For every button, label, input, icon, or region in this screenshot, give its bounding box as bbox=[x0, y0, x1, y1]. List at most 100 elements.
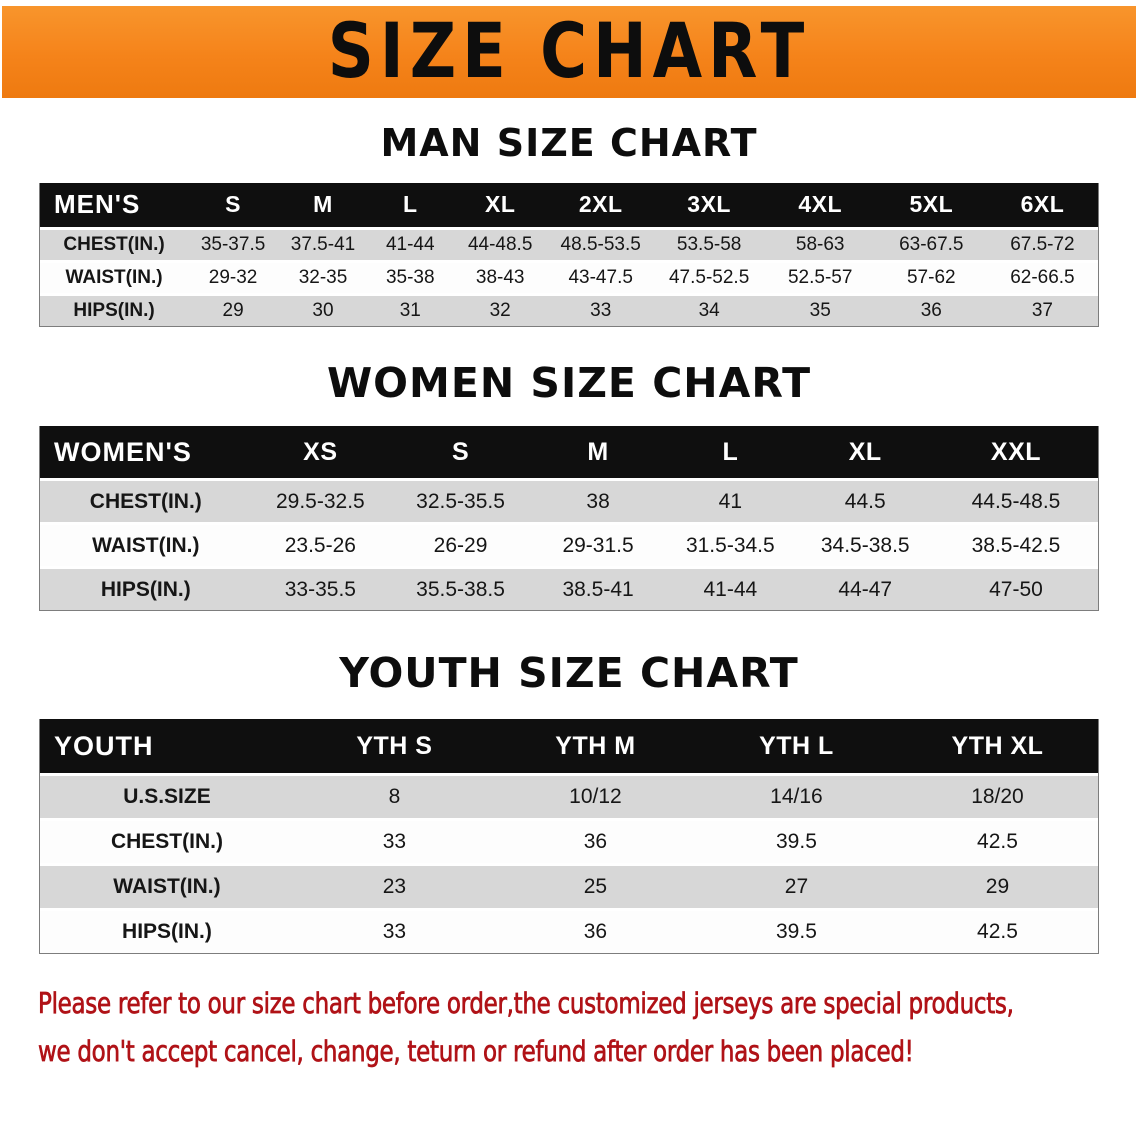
table-cell: 39.5 bbox=[695, 818, 897, 864]
table-row: HIPS(IN.) 29 30 31 32 33 34 35 36 37 bbox=[40, 292, 1098, 326]
table-cell: 23.5-26 bbox=[251, 522, 390, 567]
table-cell: 67.5-72 bbox=[986, 226, 1098, 260]
size-col-header: M bbox=[531, 426, 665, 479]
size-col-header: YTH M bbox=[494, 719, 696, 774]
table-cell: 29 bbox=[896, 863, 1098, 909]
table-cell: 27 bbox=[695, 863, 897, 909]
table-cell: 25 bbox=[494, 863, 696, 909]
table-cell: 35-38 bbox=[367, 259, 453, 293]
banner-title: SIZE CHART bbox=[327, 8, 811, 96]
table-cell: 53.5-58 bbox=[653, 226, 765, 260]
row-label: CHEST(IN.) bbox=[40, 226, 189, 260]
row-label: HIPS(IN.) bbox=[40, 908, 294, 954]
women-size-table: WOMEN'S XS S M L XL XXL CHEST(IN.) 29.5-… bbox=[39, 426, 1099, 612]
table-cell: 31.5-34.5 bbox=[664, 522, 797, 567]
size-col-header: L bbox=[367, 182, 453, 227]
table-header-row: MEN'S S M L XL 2XL 3XL 4XL 5XL 6XL bbox=[40, 182, 1098, 227]
size-col-header: YTH L bbox=[695, 719, 897, 774]
table-cell: 32.5-35.5 bbox=[389, 478, 532, 523]
table-cell: 39.5 bbox=[695, 908, 897, 954]
row-label: U.S.SIZE bbox=[40, 773, 294, 819]
table-header-label: YOUTH bbox=[40, 719, 294, 774]
table-cell: 52.5-57 bbox=[764, 259, 876, 293]
size-col-header: M bbox=[278, 182, 368, 227]
table-cell: 34.5-38.5 bbox=[796, 522, 934, 567]
row-label: HIPS(IN.) bbox=[40, 292, 189, 326]
table-cell: 34 bbox=[653, 292, 765, 326]
table-row: HIPS(IN.) 33 36 39.5 42.5 bbox=[40, 908, 1098, 954]
table-cell: 10/12 bbox=[494, 773, 696, 819]
table-row: CHEST(IN.) 29.5-32.5 32.5-35.5 38 41 44.… bbox=[40, 478, 1098, 523]
table-cell: 44.5-48.5 bbox=[933, 478, 1098, 523]
table-row: WAIST(IN.) 23 25 27 29 bbox=[40, 863, 1098, 909]
table-cell: 41-44 bbox=[664, 566, 797, 611]
table-header-label: WOMEN'S bbox=[40, 426, 252, 479]
table-header-label: MEN'S bbox=[40, 182, 189, 227]
table-cell: 35 bbox=[764, 292, 876, 326]
size-col-header: YTH XL bbox=[896, 719, 1098, 774]
table-cell: 35.5-38.5 bbox=[389, 566, 532, 611]
table-cell: 23 bbox=[293, 863, 495, 909]
table-cell: 57-62 bbox=[875, 259, 987, 293]
table-cell: 47.5-52.5 bbox=[653, 259, 765, 293]
table-cell: 37 bbox=[986, 292, 1098, 326]
table-cell: 26-29 bbox=[389, 522, 532, 567]
table-cell: 33 bbox=[293, 908, 495, 954]
table-cell: 47-50 bbox=[933, 566, 1098, 611]
table-cell: 38-43 bbox=[452, 259, 548, 293]
men-size-table: MEN'S S M L XL 2XL 3XL 4XL 5XL 6XL CHEST… bbox=[39, 182, 1099, 327]
table-cell: 36 bbox=[494, 908, 696, 954]
table-cell: 29 bbox=[188, 292, 279, 326]
size-col-header: XXL bbox=[933, 426, 1098, 479]
size-chart-banner: SIZE CHART bbox=[2, 6, 1136, 98]
youth-size-chart-heading: YOUTH SIZE CHART bbox=[339, 649, 799, 698]
table-cell: 48.5-53.5 bbox=[547, 226, 654, 260]
size-col-header: 3XL bbox=[653, 182, 765, 227]
row-label: CHEST(IN.) bbox=[40, 818, 294, 864]
table-cell: 18/20 bbox=[896, 773, 1098, 819]
table-cell: 36 bbox=[494, 818, 696, 864]
table-header-row: WOMEN'S XS S M L XL XXL bbox=[40, 426, 1098, 479]
table-cell: 32-35 bbox=[278, 259, 368, 293]
table-cell: 33-35.5 bbox=[251, 566, 390, 611]
table-cell: 29.5-32.5 bbox=[251, 478, 390, 523]
table-cell: 38.5-41 bbox=[531, 566, 665, 611]
disclaimer-line-1: Please refer to our size chart before or… bbox=[38, 988, 1015, 1021]
size-col-header: XS bbox=[251, 426, 390, 479]
table-cell: 29-32 bbox=[188, 259, 279, 293]
table-cell: 44-47 bbox=[796, 566, 934, 611]
table-cell: 35-37.5 bbox=[188, 226, 279, 260]
size-col-header: 6XL bbox=[986, 182, 1098, 227]
table-row: WAIST(IN.) 29-32 32-35 35-38 38-43 43-47… bbox=[40, 259, 1098, 293]
size-col-header: 2XL bbox=[547, 182, 654, 227]
table-cell: 41 bbox=[664, 478, 797, 523]
table-cell: 44-48.5 bbox=[452, 226, 548, 260]
table-cell: 42.5 bbox=[896, 818, 1098, 864]
table-cell: 42.5 bbox=[896, 908, 1098, 954]
man-size-chart-heading: MAN SIZE CHART bbox=[380, 121, 758, 165]
table-cell: 63-67.5 bbox=[875, 226, 987, 260]
table-cell: 33 bbox=[293, 818, 495, 864]
table-cell: 41-44 bbox=[367, 226, 453, 260]
row-label: HIPS(IN.) bbox=[40, 566, 252, 611]
table-cell: 36 bbox=[875, 292, 987, 326]
table-row: HIPS(IN.) 33-35.5 35.5-38.5 38.5-41 41-4… bbox=[40, 566, 1098, 611]
table-cell: 14/16 bbox=[695, 773, 897, 819]
table-cell: 31 bbox=[367, 292, 453, 326]
table-cell: 29-31.5 bbox=[531, 522, 665, 567]
table-row: WAIST(IN.) 23.5-26 26-29 29-31.5 31.5-34… bbox=[40, 522, 1098, 567]
table-header-row: YOUTH YTH S YTH M YTH L YTH XL bbox=[40, 719, 1098, 774]
size-col-header: 4XL bbox=[764, 182, 876, 227]
table-cell: 30 bbox=[278, 292, 368, 326]
disclaimer-line-2: we don't accept cancel, change, teturn o… bbox=[38, 1035, 914, 1069]
youth-size-table: YOUTH YTH S YTH M YTH L YTH XL U.S.SIZE … bbox=[39, 719, 1099, 955]
row-label: WAIST(IN.) bbox=[40, 863, 294, 909]
size-col-header: YTH S bbox=[293, 719, 495, 774]
size-col-header: 5XL bbox=[875, 182, 987, 227]
table-row: CHEST(IN.) 33 36 39.5 42.5 bbox=[40, 818, 1098, 864]
row-label: WAIST(IN.) bbox=[40, 259, 189, 293]
table-cell: 32 bbox=[452, 292, 548, 326]
size-col-header: S bbox=[188, 182, 279, 227]
table-cell: 37.5-41 bbox=[278, 226, 368, 260]
